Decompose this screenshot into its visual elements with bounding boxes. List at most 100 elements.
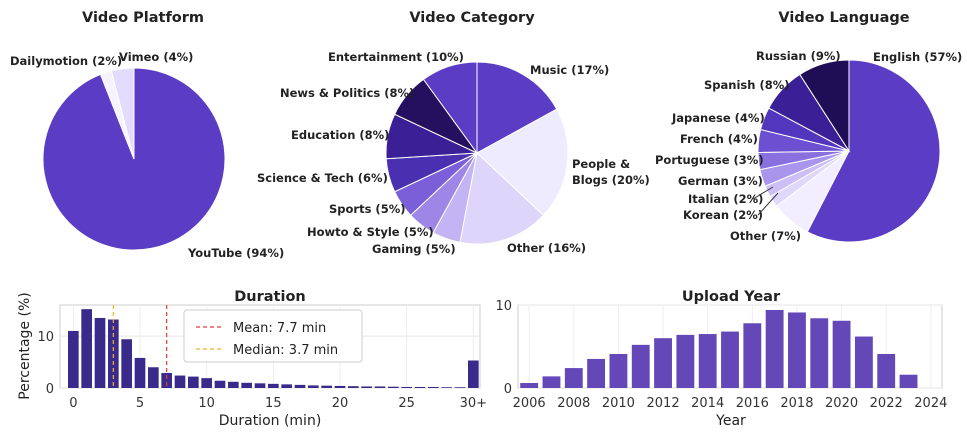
pie-slice-video-category-entertainment bbox=[422, 61, 478, 155]
year-xtick-2018: 2018 bbox=[780, 396, 813, 411]
category-title: Video Category bbox=[409, 10, 535, 26]
pie-label-german: German (3%) bbox=[678, 174, 763, 188]
duration-bar-8 bbox=[174, 375, 186, 388]
year-xtick-2008: 2008 bbox=[557, 396, 590, 411]
year-bar-2006 bbox=[520, 383, 539, 388]
year-title: Upload Year bbox=[682, 289, 781, 305]
duration-bar-5 bbox=[134, 357, 146, 388]
platform-pie bbox=[42, 67, 226, 251]
year-bar-2015 bbox=[721, 331, 739, 388]
pie-slice-video-category-other bbox=[459, 152, 545, 245]
duration-bar-3 bbox=[108, 319, 119, 388]
duration-bar-1 bbox=[81, 309, 92, 388]
pie-label-vimeo: Vimeo (4%) bbox=[119, 50, 193, 64]
legend-mean-label: Mean: 7.7 min bbox=[233, 321, 326, 336]
pie-label-people-blogs-1: People & bbox=[572, 157, 630, 171]
year-bar-2010 bbox=[609, 353, 628, 388]
duration-bar-19 bbox=[321, 385, 332, 388]
year-ytick-0: 0 bbox=[504, 382, 512, 397]
pie-label-howto: Howto & Style (5%) bbox=[307, 225, 434, 239]
pie-label-italian: Italian (2%) bbox=[688, 192, 763, 206]
year-xtick-2014: 2014 bbox=[691, 396, 724, 411]
duration-bar-24 bbox=[388, 386, 399, 388]
duration-bar-0 bbox=[68, 330, 79, 388]
platform-title: Video Platform bbox=[82, 10, 204, 26]
year-xtick-2010: 2010 bbox=[602, 396, 635, 411]
duration-bar-28 bbox=[441, 387, 452, 388]
duration-bar-2 bbox=[94, 317, 106, 388]
pie-label-music: Music (17%) bbox=[530, 63, 609, 77]
pie-label-education: Education (8%) bbox=[291, 128, 389, 142]
duration-bar-9 bbox=[188, 376, 199, 388]
leader-line-italian bbox=[752, 186, 774, 200]
pie-slice-video-category-music bbox=[476, 61, 558, 154]
year-bar-2020 bbox=[832, 320, 851, 388]
pie-label-youtube: YouTube (94%) bbox=[187, 246, 284, 260]
year-xlabel: Year bbox=[715, 413, 746, 429]
pie-label-dailymotion: Dailymotion (2%) bbox=[10, 54, 122, 68]
duration-bar-11 bbox=[214, 380, 226, 388]
year-bar-2011 bbox=[631, 344, 650, 388]
duration-bar-23 bbox=[374, 386, 386, 388]
duration-xtick-15: 15 bbox=[265, 396, 282, 411]
year-bar-2018 bbox=[788, 312, 806, 388]
year-bar-2008 bbox=[564, 368, 583, 388]
pie-label-lang-other: Other (7%) bbox=[730, 229, 801, 243]
year-xtick-2020: 2020 bbox=[825, 396, 858, 411]
duration-bar-7 bbox=[161, 372, 172, 388]
duration-bar-16 bbox=[281, 384, 292, 388]
duration-ytick-0: 0 bbox=[46, 382, 54, 397]
duration-xtick-25: 25 bbox=[398, 396, 415, 411]
duration-bar-10 bbox=[201, 378, 212, 388]
pie-label-people-blogs-2: Blogs (20%) bbox=[572, 173, 650, 187]
duration-ylabel: Percentage (%) bbox=[17, 292, 33, 399]
pie-label-news: News & Politics (8%) bbox=[280, 86, 414, 100]
duration-bar-25 bbox=[401, 386, 412, 388]
pie-label-french: French (4%) bbox=[680, 132, 758, 146]
duration-bar-21 bbox=[348, 386, 359, 388]
year-bars bbox=[520, 309, 918, 388]
duration-ytick-10: 10 bbox=[37, 330, 54, 345]
duration-bar-26 bbox=[414, 386, 426, 388]
year-bar-2023 bbox=[899, 374, 918, 388]
year-ticks: 2006 2008 2010 2012 2014 2016 2018 2020 2022 2024… bbox=[495, 299, 947, 411]
category-pie bbox=[385, 61, 569, 245]
duration-bar-14 bbox=[254, 383, 266, 388]
duration-ticks: 0 5 10 15 20 25 30+ 0 10 bbox=[37, 330, 487, 411]
pie-label-korean: Korean (2%) bbox=[683, 208, 763, 222]
duration-bar-13 bbox=[241, 382, 252, 388]
duration-legend: Mean: 7.7 min Median: 3.7 min bbox=[183, 309, 363, 363]
pie-slice-video-language-russian bbox=[799, 59, 850, 153]
year-bar-2019 bbox=[810, 318, 829, 388]
year-bar-2016 bbox=[743, 323, 762, 388]
year-xtick-2016: 2016 bbox=[736, 396, 769, 411]
duration-bar-6 bbox=[148, 367, 159, 388]
pie-label-english: English (57%) bbox=[873, 50, 962, 64]
year-xtick-2024: 2024 bbox=[914, 396, 947, 411]
pie-label-sports: Sports (5%) bbox=[329, 202, 405, 216]
pie-label-spanish: Spanish (8%) bbox=[704, 78, 789, 92]
duration-bar-29 bbox=[454, 387, 466, 388]
duration-bar-12 bbox=[228, 381, 239, 388]
year-bar-2021 bbox=[854, 336, 873, 388]
duration-xtick-5: 5 bbox=[136, 396, 144, 411]
duration-bar-20 bbox=[334, 385, 346, 388]
language-pie bbox=[757, 59, 941, 243]
duration-xlabel: Duration (min) bbox=[219, 413, 322, 429]
pie-label-other: Other (16%) bbox=[507, 241, 586, 255]
pie-label-japanese: Japanese (4%) bbox=[671, 111, 765, 125]
duration-xtick-30: 30+ bbox=[460, 396, 487, 411]
year-bar-2013 bbox=[676, 334, 695, 388]
pie-label-gaming: Gaming (5%) bbox=[372, 242, 456, 256]
legend-box bbox=[183, 309, 363, 363]
pie-slice-video-platform-vimeo bbox=[110, 67, 135, 160]
duration-xtick-0: 0 bbox=[69, 396, 77, 411]
duration-bar-27 bbox=[428, 386, 439, 388]
year-bar-2012 bbox=[654, 338, 672, 388]
duration-bar-22 bbox=[361, 386, 372, 388]
duration-xtick-10: 10 bbox=[198, 396, 215, 411]
duration-title: Duration bbox=[234, 289, 305, 305]
duration-bar-30 bbox=[468, 360, 479, 388]
